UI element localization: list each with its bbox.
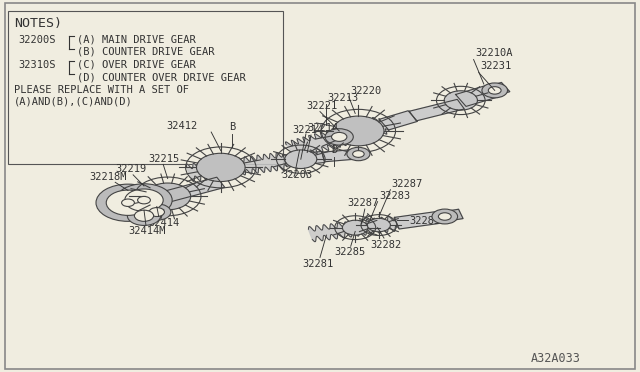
Polygon shape	[456, 84, 501, 106]
Bar	[8, 11, 283, 164]
Polygon shape	[308, 217, 399, 242]
Circle shape	[285, 150, 317, 169]
Circle shape	[325, 129, 353, 145]
Text: 32287: 32287	[347, 198, 378, 208]
Text: 32210A: 32210A	[475, 48, 513, 58]
Text: 32220: 32220	[351, 86, 382, 96]
Text: 32219: 32219	[115, 164, 147, 174]
Circle shape	[116, 184, 172, 217]
Text: PLEASE REPLACE WITH A SET OF: PLEASE REPLACE WITH A SET OF	[14, 85, 189, 95]
Polygon shape	[284, 151, 324, 166]
Text: (A)AND(B),(C)AND(D): (A)AND(B),(C)AND(D)	[14, 97, 133, 107]
Polygon shape	[380, 111, 417, 130]
Circle shape	[438, 213, 451, 220]
Circle shape	[127, 206, 161, 225]
Text: 32218M: 32218M	[90, 171, 127, 182]
Circle shape	[122, 199, 134, 206]
Circle shape	[444, 91, 477, 110]
Text: 32214: 32214	[307, 123, 339, 133]
Text: 32200S: 32200S	[18, 35, 56, 45]
Circle shape	[432, 209, 458, 224]
Polygon shape	[490, 83, 510, 95]
Circle shape	[106, 190, 150, 215]
Text: 32214: 32214	[292, 125, 323, 135]
Polygon shape	[186, 153, 287, 182]
Circle shape	[482, 83, 508, 98]
Polygon shape	[442, 209, 463, 221]
Text: 32285: 32285	[334, 247, 365, 257]
Text: 32285: 32285	[410, 217, 441, 226]
Text: NOTES): NOTES)	[14, 17, 62, 30]
Circle shape	[332, 132, 347, 141]
Text: (C) OVER DRIVE GEAR: (C) OVER DRIVE GEAR	[77, 60, 196, 70]
Text: 32310S: 32310S	[18, 60, 56, 70]
Text: 32213: 32213	[328, 93, 359, 103]
Text: 32283: 32283	[379, 191, 410, 201]
Text: 32231: 32231	[480, 61, 511, 71]
Text: 32414: 32414	[148, 218, 180, 228]
Text: 32221: 32221	[306, 101, 337, 111]
Text: 32215: 32215	[148, 154, 180, 164]
Text: (D) COUNTER OVER DRIVE GEAR: (D) COUNTER OVER DRIVE GEAR	[77, 72, 246, 82]
Text: 32203: 32203	[282, 170, 313, 180]
Circle shape	[138, 196, 150, 204]
Circle shape	[145, 183, 191, 210]
Circle shape	[196, 153, 245, 182]
Text: D: D	[332, 145, 338, 155]
Circle shape	[96, 184, 160, 221]
Circle shape	[342, 220, 368, 235]
Circle shape	[347, 147, 370, 161]
Text: 32287: 32287	[392, 179, 423, 189]
Circle shape	[143, 204, 171, 220]
Text: 32412: 32412	[166, 121, 198, 131]
Circle shape	[367, 218, 390, 232]
Text: A32A033: A32A033	[531, 352, 581, 365]
Text: 32282: 32282	[370, 240, 401, 250]
Text: (B) COUNTER DRIVE GEAR: (B) COUNTER DRIVE GEAR	[77, 47, 214, 57]
Circle shape	[134, 210, 154, 221]
Text: 32414M: 32414M	[128, 226, 166, 236]
Text: (A) MAIN DRIVE GEAR: (A) MAIN DRIVE GEAR	[77, 34, 196, 44]
Circle shape	[353, 151, 364, 157]
Text: B: B	[229, 122, 236, 132]
Circle shape	[488, 87, 501, 94]
Polygon shape	[164, 177, 225, 202]
Polygon shape	[285, 118, 389, 158]
Polygon shape	[394, 211, 447, 229]
Polygon shape	[410, 99, 464, 121]
Polygon shape	[322, 149, 360, 162]
Circle shape	[116, 196, 140, 209]
Circle shape	[333, 116, 384, 146]
Circle shape	[132, 193, 156, 207]
Text: 32281: 32281	[302, 259, 333, 269]
Circle shape	[149, 208, 164, 217]
Circle shape	[125, 189, 163, 211]
